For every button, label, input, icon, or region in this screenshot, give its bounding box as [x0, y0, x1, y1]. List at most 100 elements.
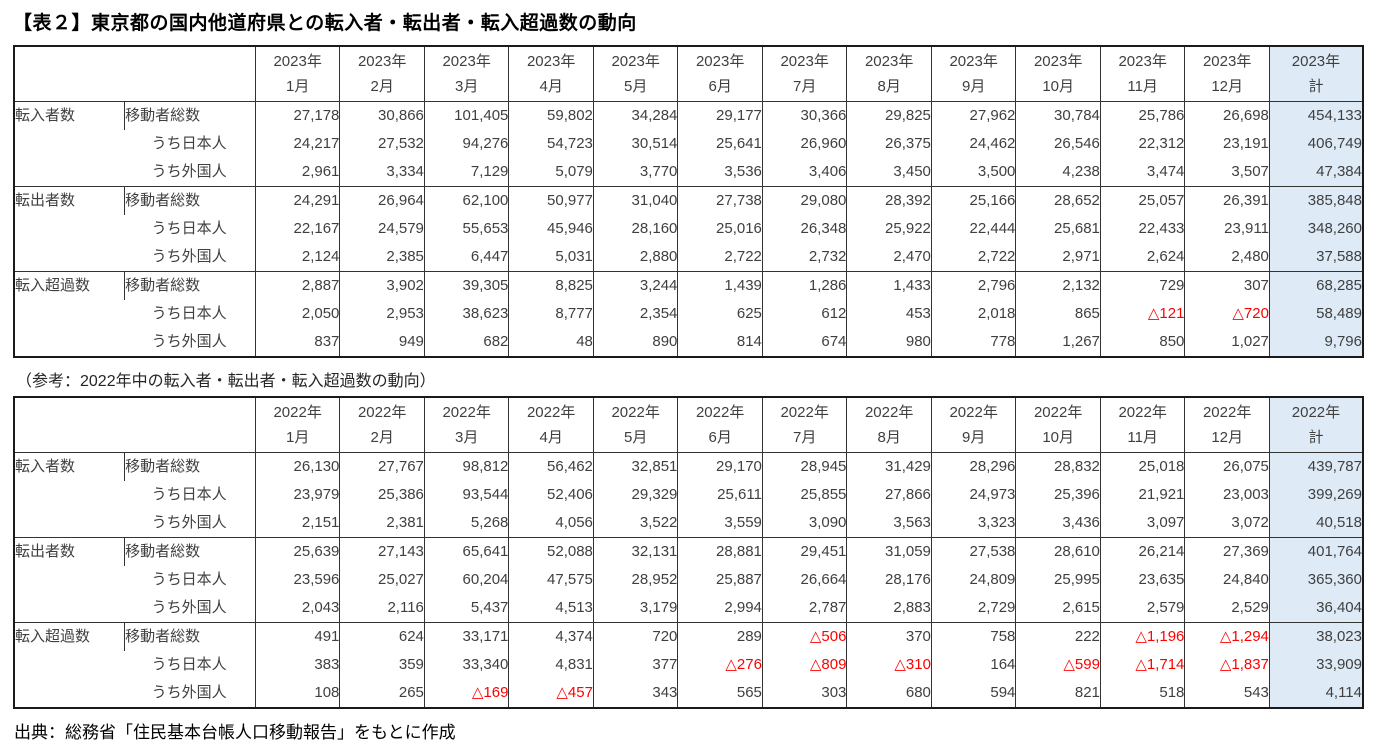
- year-label: 2022年: [526, 404, 576, 421]
- row-sub-label: 移動者総数: [124, 186, 256, 215]
- value-cell-month-11: 2,579: [1099, 594, 1185, 623]
- value-cell-month-10: 28,652: [1015, 186, 1101, 215]
- value-cell-month-3: 55,653: [423, 215, 509, 243]
- value-cell-month-10: △599: [1015, 651, 1101, 679]
- year-label: 2022年: [1033, 404, 1083, 421]
- table-row: 転入者数 移動者総数 26,130 27,767 98,812 56,462 32,851 2…: [14, 452, 1363, 538]
- page-title: 【表２】東京都の国内他道府県との転入者・転出者・転入超過数の動向: [13, 13, 637, 34]
- value-cell-month-6: 25,887: [677, 566, 763, 594]
- total-value-cell: 47,384: [1268, 158, 1363, 187]
- value-cell-month-7: 26,960: [761, 130, 847, 158]
- value-cell-month-7: 30,366: [761, 101, 847, 130]
- value-cell-month-5: 32,851: [592, 452, 678, 481]
- year-label: 2023年: [1291, 53, 1341, 70]
- value-cell-month-10: 28,832: [1015, 452, 1101, 481]
- year-label: 2023年: [526, 53, 576, 70]
- value-cell-month-4: 52,406: [508, 481, 594, 509]
- value-cell-month-12: 23,003: [1184, 481, 1270, 509]
- row-sub-label: うち外国人: [151, 684, 227, 701]
- value-cell-month-9: 25,166: [930, 186, 1016, 215]
- total-value-cell: 38,023: [1268, 622, 1363, 651]
- month-header-11: 2022年 11月: [1099, 397, 1185, 453]
- value-cell-month-5: 377: [592, 651, 678, 679]
- month-header-5: 2023年 5月: [592, 46, 678, 102]
- table-row: うち外国人 2,151 2,381 5,268 4,056 3,522 3,559 3,090…: [14, 509, 1363, 538]
- year-label: 2022年: [1291, 404, 1341, 421]
- table-row: 転出者数 移動者総数 24,291 26,964 62,100 50,977 31,040 2…: [14, 186, 1363, 272]
- value-cell-month-8: 28,392: [846, 186, 932, 215]
- month-label: 3月: [454, 78, 479, 95]
- value-cell-month-6: 2,994: [677, 594, 763, 623]
- value-cell-month-11: 22,312: [1099, 130, 1185, 158]
- total-value-cell: 399,269: [1268, 481, 1363, 509]
- value-cell-month-4: 4,831: [508, 651, 594, 679]
- value-cell-month-7: 25,855: [761, 481, 847, 509]
- value-cell-month-7: △506: [761, 622, 847, 651]
- value-cell-month-6: 25,641: [677, 130, 763, 158]
- value-cell-month-3: 5,268: [423, 509, 509, 538]
- value-cell-month-4: 54,723: [508, 130, 594, 158]
- value-cell-month-9: 3,500: [930, 158, 1016, 187]
- value-cell-month-11: △1,196: [1099, 622, 1185, 651]
- value-cell-month-1: 491: [254, 622, 340, 651]
- value-cell-month-12: 543: [1184, 679, 1270, 708]
- value-cell-month-5: 30,514: [592, 130, 678, 158]
- month-header-8: 2022年 8月: [846, 397, 932, 453]
- value-cell-month-3: 98,812: [423, 452, 509, 481]
- value-cell-month-12: 24,840: [1184, 566, 1270, 594]
- value-cell-month-5: 343: [592, 679, 678, 708]
- value-cell-month-8: △310: [846, 651, 932, 679]
- value-cell-month-11: △1,714: [1099, 651, 1185, 679]
- value-cell-month-1: 27,178: [254, 101, 340, 130]
- row-sub-label: 移動者総数: [124, 537, 256, 566]
- value-cell-month-7: 674: [761, 328, 847, 357]
- month-header-9: 2023年 9月: [930, 46, 1016, 102]
- value-cell-month-1: 2,043: [254, 594, 340, 623]
- value-cell-month-7: 29,080: [761, 186, 847, 215]
- value-cell-month-12: △720: [1184, 300, 1270, 328]
- value-cell-month-6: 28,881: [677, 537, 763, 566]
- value-cell-month-3: 101,405: [423, 101, 509, 130]
- value-cell-month-9: 24,462: [930, 130, 1016, 158]
- value-cell-month-8: 3,450: [846, 158, 932, 187]
- total-value-cell: 348,260: [1268, 215, 1363, 243]
- value-cell-month-7: 26,348: [761, 215, 847, 243]
- total-value-cell: 68,285: [1268, 271, 1363, 300]
- value-cell-month-3: 65,641: [423, 537, 509, 566]
- total-header: 2023年計: [1268, 46, 1363, 102]
- month-label: 6月: [708, 78, 732, 95]
- table-row: うち外国人 108 265 △169 △457 343 565 303 680 594 821 518…: [14, 679, 1363, 708]
- row-sub-label: うち外国人: [151, 333, 227, 350]
- year-label: 2022年: [442, 404, 491, 421]
- year-label: 2022年: [864, 404, 914, 421]
- value-cell-month-12: 3,507: [1184, 158, 1270, 187]
- value-cell-month-1: 25,639: [254, 537, 340, 566]
- value-cell-month-12: 2,480: [1184, 243, 1270, 272]
- value-cell-month-4: 45,946: [508, 215, 594, 243]
- year-label: 2023年: [357, 53, 407, 70]
- value-cell-month-8: 980: [846, 328, 932, 357]
- total-value-cell: 37,588: [1268, 243, 1363, 272]
- total-value-cell: 406,749: [1268, 130, 1363, 158]
- row-sub-label: 移動者総数: [124, 101, 256, 130]
- month-label: 7月: [792, 429, 817, 446]
- value-cell-month-3: 93,544: [423, 481, 509, 509]
- total-label: 計: [1308, 429, 1324, 446]
- value-cell-month-8: 1,433: [846, 271, 932, 300]
- total-header: 2022年計: [1268, 397, 1363, 453]
- total-value-cell: 33,909: [1268, 651, 1363, 679]
- value-cell-month-2: 624: [339, 622, 425, 651]
- month-label: 6月: [708, 429, 732, 446]
- value-cell-month-11: 25,057: [1099, 186, 1185, 215]
- value-cell-month-7: 3,090: [761, 509, 847, 538]
- value-cell-month-5: 720: [592, 622, 678, 651]
- value-cell-month-5: 890: [592, 328, 678, 357]
- header-row: 2023年 1月 2023年 2月 2023年 3月 2023年 4月 2023年 5月 2023年…: [14, 46, 1363, 102]
- value-cell-month-1: 24,291: [254, 186, 340, 215]
- total-value-cell: 385,848: [1268, 186, 1363, 215]
- value-cell-month-6: 1,439: [677, 271, 763, 300]
- month-label: 10月: [1042, 78, 1074, 95]
- value-cell-month-11: 850: [1099, 328, 1185, 357]
- month-header-6: 2022年 6月: [677, 397, 763, 453]
- year-label: 2023年: [611, 53, 660, 70]
